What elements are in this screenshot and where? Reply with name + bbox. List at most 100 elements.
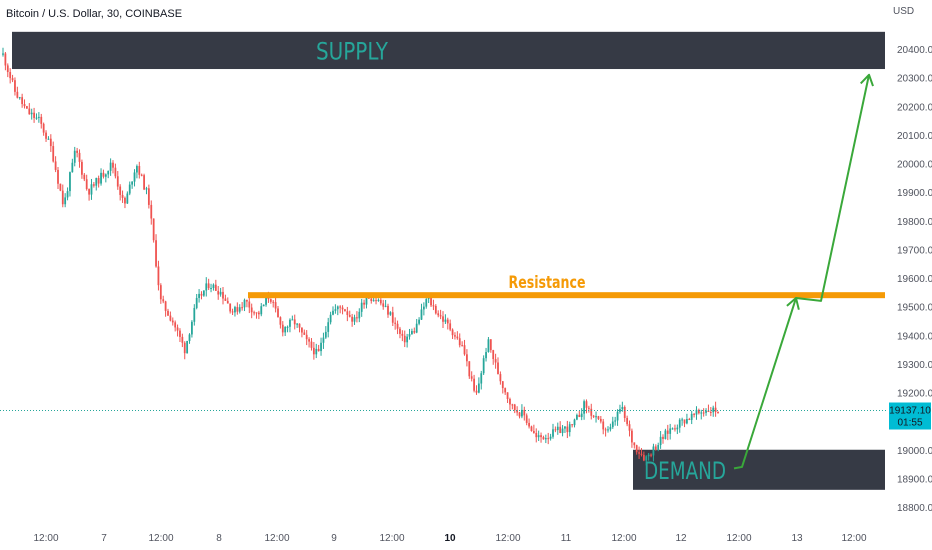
candle-body [57, 169, 59, 184]
time-tick-label: 12:00 [495, 533, 520, 544]
candle-body [509, 398, 511, 405]
candle-body [609, 427, 612, 430]
candle-body [272, 301, 275, 303]
demand-zone [633, 449, 885, 490]
candle-body [155, 240, 157, 267]
candle-body [523, 409, 526, 416]
price-tick-label: 20200.00 [897, 102, 932, 113]
candle-body [599, 418, 602, 422]
price-axis[interactable]: 20400.00 20300.00 20200.00 20100.00 20000.00… [897, 45, 932, 514]
candle-body [446, 319, 449, 324]
candle-body [442, 316, 444, 322]
candle-body [686, 419, 688, 424]
candle-body [693, 413, 695, 415]
candle-body [308, 339, 310, 342]
candle-body [145, 188, 148, 190]
candle-body [128, 184, 131, 194]
candle-body [642, 454, 645, 461]
candle-body [664, 430, 667, 439]
candle-body [681, 419, 684, 421]
last-price-value: 19137.10 [889, 406, 931, 417]
candle-body [140, 174, 143, 176]
candle-body [11, 78, 14, 81]
candle-body [461, 345, 464, 347]
candle-body [214, 284, 217, 291]
candle-body [253, 312, 255, 314]
candle-body [35, 117, 38, 119]
candle-body [267, 297, 270, 300]
candle-body [525, 415, 528, 423]
price-tick-label: 20000.00 [897, 160, 932, 171]
candle-body [501, 381, 504, 389]
candle-body [243, 299, 246, 308]
candle-body [257, 312, 260, 315]
price-tick-label: 19200.00 [897, 389, 932, 400]
candle-body [537, 435, 540, 438]
candle-body [42, 123, 45, 133]
candle-body [535, 432, 538, 438]
candle-body [238, 307, 241, 312]
candle-body [640, 453, 643, 455]
candle-body [210, 287, 212, 289]
candle-body [49, 138, 52, 147]
candle-body [657, 445, 660, 450]
time-axis[interactable]: 12:00 7 12:00 8 12:00 9 12:00 10 12:00 11 12:00 12 1… [33, 533, 866, 544]
time-tick-label: 12:00 [264, 533, 289, 544]
candle-body [595, 416, 597, 418]
candle-body [669, 428, 672, 434]
candle-body [92, 184, 95, 186]
candle-body [78, 152, 81, 162]
candle-body [485, 352, 487, 359]
candle-body [296, 323, 299, 325]
candle-body [700, 412, 703, 414]
candle-body [592, 415, 595, 417]
time-tick-label: 8 [216, 533, 222, 544]
candle-body [171, 320, 174, 323]
candle-body [131, 181, 134, 185]
candle-body [626, 417, 629, 425]
candle-body [633, 442, 636, 446]
candle-body [396, 323, 399, 329]
candle-body [360, 302, 363, 312]
candle-body [100, 172, 102, 184]
candle-body [291, 319, 294, 321]
price-tick-label: 19400.00 [897, 331, 932, 342]
candle-body [451, 329, 454, 336]
candle-body [339, 306, 342, 308]
candle-body [375, 300, 377, 302]
price-tick-label: 20400.00 [897, 45, 932, 56]
candle-body [542, 437, 545, 440]
candle-body [674, 428, 676, 430]
candle-body [114, 167, 117, 177]
candle-body [71, 162, 74, 173]
candle-body [28, 108, 31, 115]
candle-body [150, 204, 153, 219]
candle-body [191, 321, 193, 335]
candle-body [518, 412, 521, 417]
arrowhead-up-1 [786, 297, 800, 310]
candle-body [248, 301, 251, 308]
candle-body [379, 299, 382, 304]
candle-body [683, 419, 686, 424]
candle-body [336, 306, 339, 310]
candle-body [585, 401, 588, 408]
candle-body [530, 426, 533, 432]
candle-body [179, 330, 181, 337]
candle-body [432, 305, 435, 307]
candle-body [33, 112, 35, 118]
candle-body [654, 446, 657, 450]
candle-body [279, 317, 282, 325]
candle-body [607, 429, 609, 431]
price-tick-label: 20100.00 [897, 131, 932, 142]
candle-body [387, 305, 389, 315]
candle-body [250, 307, 253, 313]
candle-body [559, 426, 562, 434]
candle-body [487, 339, 490, 353]
candle-body [602, 421, 605, 430]
candle-body [434, 305, 437, 314]
candle-body [511, 404, 514, 406]
candle-body [23, 104, 26, 107]
candle-body [143, 175, 145, 190]
candle-body [346, 311, 349, 315]
